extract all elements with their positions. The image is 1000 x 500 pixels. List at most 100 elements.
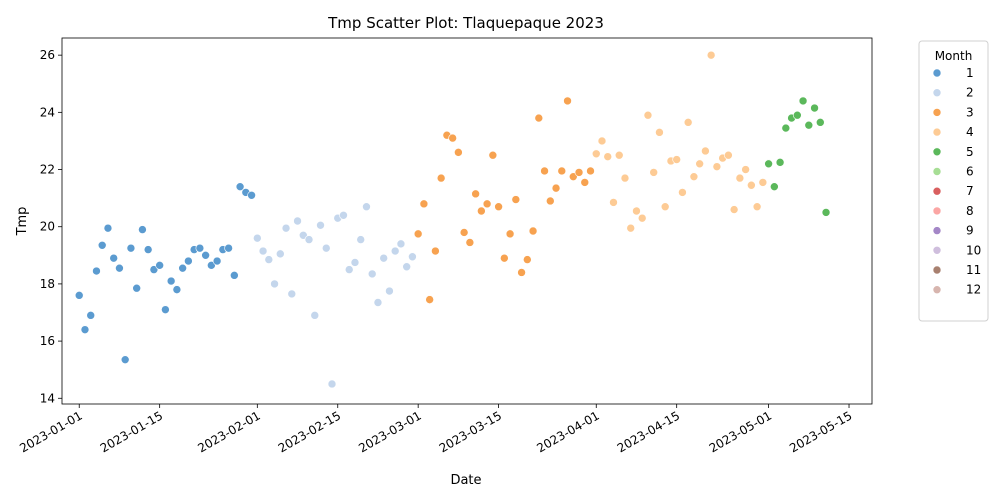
data-point-month-1 [155, 261, 164, 270]
data-point-month-5 [804, 120, 814, 130]
data-point-month-4 [752, 202, 762, 211]
data-point-month-4 [701, 146, 710, 156]
legend-label-6: 6 [966, 165, 974, 179]
data-point-month-3 [511, 195, 521, 204]
data-point-month-4 [689, 172, 699, 181]
data-point-month-3 [580, 178, 590, 187]
data-point-month-1 [201, 251, 210, 260]
legend-box [918, 40, 989, 322]
legend-label-11: 11 [966, 263, 981, 277]
x-tick-label: 2023-04-01 [534, 408, 601, 455]
data-point-month-2 [385, 286, 394, 296]
data-point-month-2 [356, 235, 366, 244]
data-point-month-4 [603, 152, 613, 161]
x-tick-label: 2023-05-01 [707, 408, 774, 455]
data-point-month-3 [459, 228, 469, 237]
data-point-month-4 [735, 173, 745, 183]
data-point-month-1 [143, 245, 153, 254]
y-tick-label: 24 [40, 105, 55, 119]
data-point-month-2 [350, 258, 360, 267]
data-point-month-3 [523, 255, 532, 264]
data-point-month-3 [419, 199, 429, 209]
data-point-month-1 [86, 311, 96, 320]
x-tick-label: 2023-01-15 [98, 408, 165, 455]
data-point-month-2 [270, 279, 279, 289]
legend-label-7: 7 [966, 184, 974, 198]
legend-title: Month [935, 49, 973, 63]
plot-area-frame [61, 37, 873, 405]
data-point-month-4 [758, 178, 768, 187]
y-tick-label: 22 [40, 163, 55, 177]
legend-label-4: 4 [966, 125, 974, 139]
data-point-month-5 [810, 103, 819, 113]
points-layer [74, 50, 831, 389]
data-point-month-4 [597, 136, 607, 146]
data-point-month-4 [706, 50, 716, 60]
y-tick-label: 16 [40, 334, 55, 348]
data-point-month-2 [321, 243, 331, 253]
data-point-month-1 [184, 256, 193, 266]
legend-marker-4 [932, 127, 942, 137]
data-point-month-3 [528, 226, 538, 236]
data-point-month-2 [362, 202, 371, 211]
legend-marker-1 [932, 68, 942, 78]
legend-marker-2 [932, 88, 942, 97]
legend-label-3: 3 [966, 105, 974, 119]
data-point-month-3 [540, 166, 549, 176]
data-point-month-3 [425, 295, 434, 304]
data-point-month-2 [339, 210, 348, 220]
data-point-month-4 [660, 202, 670, 211]
data-point-month-3 [431, 246, 440, 256]
data-point-month-2 [310, 311, 320, 320]
data-point-month-5 [798, 96, 808, 106]
data-point-month-4 [724, 150, 733, 160]
data-point-month-1 [166, 276, 176, 286]
data-point-month-1 [80, 325, 90, 334]
data-point-month-2 [293, 216, 302, 226]
data-point-month-1 [161, 305, 170, 314]
x-tick-label: 2023-03-15 [437, 408, 504, 455]
data-point-month-5 [821, 208, 831, 217]
data-point-month-4 [626, 223, 636, 233]
data-point-month-2 [281, 223, 291, 233]
x-axis: 2023-01-01 2023-01-15 2023-02-01 2023-02-15… [17, 404, 855, 455]
data-point-month-5 [764, 159, 773, 169]
x-tick-label: 2023-03-01 [356, 408, 423, 455]
data-point-month-3 [534, 113, 544, 123]
legend-marker-8 [932, 206, 942, 216]
data-point-month-3 [482, 199, 492, 209]
data-point-month-1 [247, 190, 256, 200]
data-point-month-2 [304, 235, 314, 244]
data-point-month-2 [258, 246, 268, 256]
data-point-month-2 [327, 379, 337, 389]
data-point-month-1 [138, 225, 147, 234]
legend-marker-3 [932, 108, 942, 117]
data-point-month-2 [367, 269, 377, 279]
data-point-month-3 [586, 166, 595, 176]
data-point-month-3 [557, 166, 567, 176]
data-point-month-1 [212, 256, 222, 266]
legend-label-5: 5 [966, 145, 974, 159]
data-point-month-2 [298, 231, 308, 240]
data-point-month-3 [448, 133, 457, 143]
data-point-month-1 [120, 355, 130, 364]
data-point-month-1 [74, 291, 84, 300]
data-point-month-3 [568, 172, 578, 181]
y-tick-label: 26 [40, 48, 55, 62]
data-point-month-4 [741, 165, 750, 174]
data-point-month-3 [494, 202, 503, 211]
data-point-month-4 [620, 173, 630, 183]
data-point-month-4 [678, 188, 687, 197]
data-point-month-1 [207, 261, 216, 270]
x-tick-label: 2023-02-01 [195, 408, 262, 455]
data-point-month-1 [103, 223, 113, 233]
legend-marker-12 [932, 285, 942, 295]
data-point-month-5 [781, 123, 791, 133]
data-point-month-4 [695, 159, 704, 169]
data-point-month-2 [408, 252, 417, 262]
legend-label-12: 12 [966, 283, 981, 297]
data-point-month-1 [178, 263, 187, 273]
data-point-month-2 [253, 233, 262, 243]
